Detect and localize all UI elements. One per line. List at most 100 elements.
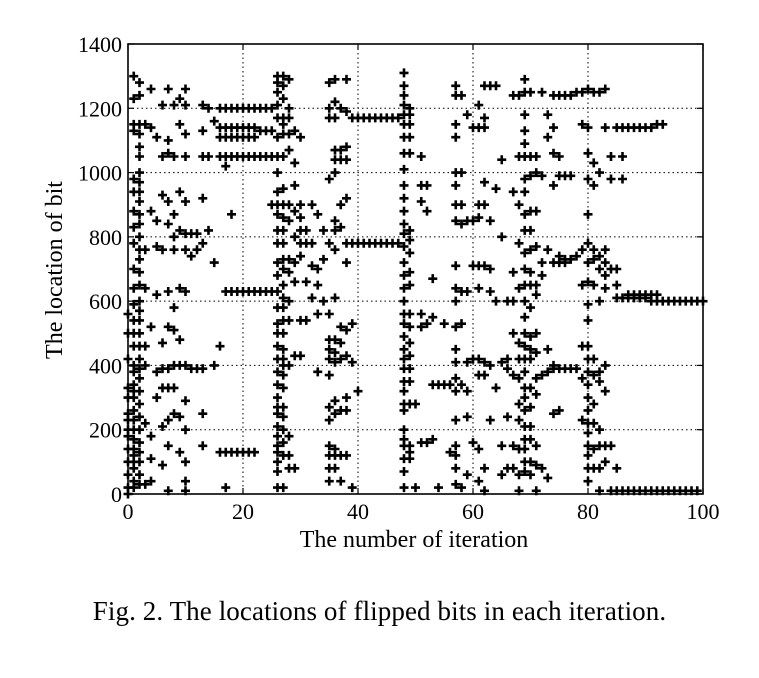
data-point [600, 270, 610, 280]
data-point [411, 399, 420, 409]
data-point [129, 222, 139, 232]
data-point [485, 264, 495, 274]
data-point [129, 283, 139, 293]
data-point [342, 450, 351, 460]
data-point [508, 267, 518, 277]
data-point [330, 97, 340, 107]
data-point [290, 232, 300, 242]
data-point [135, 142, 144, 152]
data-point [520, 393, 530, 403]
data-point [451, 373, 461, 383]
data-point [152, 132, 162, 142]
data-point [169, 100, 179, 110]
data-point [451, 386, 461, 396]
data-point [543, 245, 553, 255]
data-point [342, 393, 351, 403]
data-point [583, 84, 593, 94]
data-point [330, 113, 340, 123]
data-point [537, 370, 547, 380]
data-point [543, 344, 553, 354]
data-point [307, 261, 317, 271]
data-point [457, 319, 466, 329]
data-point [549, 180, 558, 190]
data-point [514, 338, 524, 348]
data-point [416, 309, 426, 319]
data-point [468, 216, 478, 226]
data-point [330, 245, 340, 255]
data-point [290, 258, 300, 268]
data-point [330, 396, 340, 406]
data-point [531, 152, 541, 161]
data-point [531, 389, 541, 399]
data-point [307, 200, 317, 210]
data-point [462, 412, 472, 422]
data-point [497, 232, 507, 242]
data-point [296, 213, 305, 223]
data-point [250, 447, 259, 457]
data-point [163, 364, 173, 374]
data-point [399, 332, 409, 341]
data-point [135, 168, 144, 178]
x-tick-label: 20 [232, 499, 254, 524]
data-point [566, 171, 576, 181]
data-point [278, 344, 288, 354]
data-point [278, 152, 288, 161]
data-point [595, 463, 604, 473]
data-point [319, 225, 328, 235]
data-point [336, 145, 346, 155]
data-point [641, 293, 650, 303]
data-point [480, 177, 489, 187]
data-point [526, 87, 535, 97]
data-point [342, 155, 351, 165]
x-tick-label: 100 [687, 499, 720, 524]
data-point [290, 206, 300, 216]
data-point [163, 415, 173, 425]
data-point [140, 283, 150, 293]
data-point [181, 245, 190, 255]
data-point [129, 71, 139, 81]
data-point [175, 187, 185, 197]
data-point [480, 123, 489, 133]
axis-ticks [127, 43, 704, 495]
data-point [526, 171, 535, 181]
data-point [451, 479, 461, 489]
data-point [284, 216, 294, 226]
data-point [503, 412, 512, 422]
data-point [181, 396, 190, 406]
data-point [163, 441, 173, 451]
data-point [273, 209, 282, 219]
data-point [192, 229, 202, 239]
data-point [290, 277, 300, 287]
data-point [526, 354, 535, 364]
data-point [284, 360, 294, 370]
data-point [399, 319, 409, 329]
data-point [336, 338, 346, 348]
data-point [531, 242, 541, 251]
data-point [439, 319, 449, 329]
data-point [250, 132, 259, 142]
data-point [583, 341, 593, 351]
data-point [531, 373, 541, 383]
data-point [583, 428, 593, 438]
data-point [497, 155, 507, 165]
data-point [181, 152, 190, 161]
data-point [531, 348, 541, 358]
data-point [198, 409, 208, 419]
data-point [560, 258, 570, 268]
data-point [198, 364, 208, 374]
data-point [129, 174, 139, 184]
data-point [135, 447, 144, 457]
data-point [399, 229, 409, 239]
data-point [290, 180, 300, 190]
data-point [416, 152, 426, 161]
data-point [158, 460, 167, 470]
data-point [284, 450, 294, 460]
data-point [445, 447, 455, 457]
data-point [451, 119, 461, 129]
data-point [595, 168, 604, 178]
data-point [146, 206, 156, 216]
data-point [583, 238, 593, 248]
data-point [278, 264, 288, 274]
data-point [324, 344, 334, 354]
data-point [135, 438, 144, 448]
